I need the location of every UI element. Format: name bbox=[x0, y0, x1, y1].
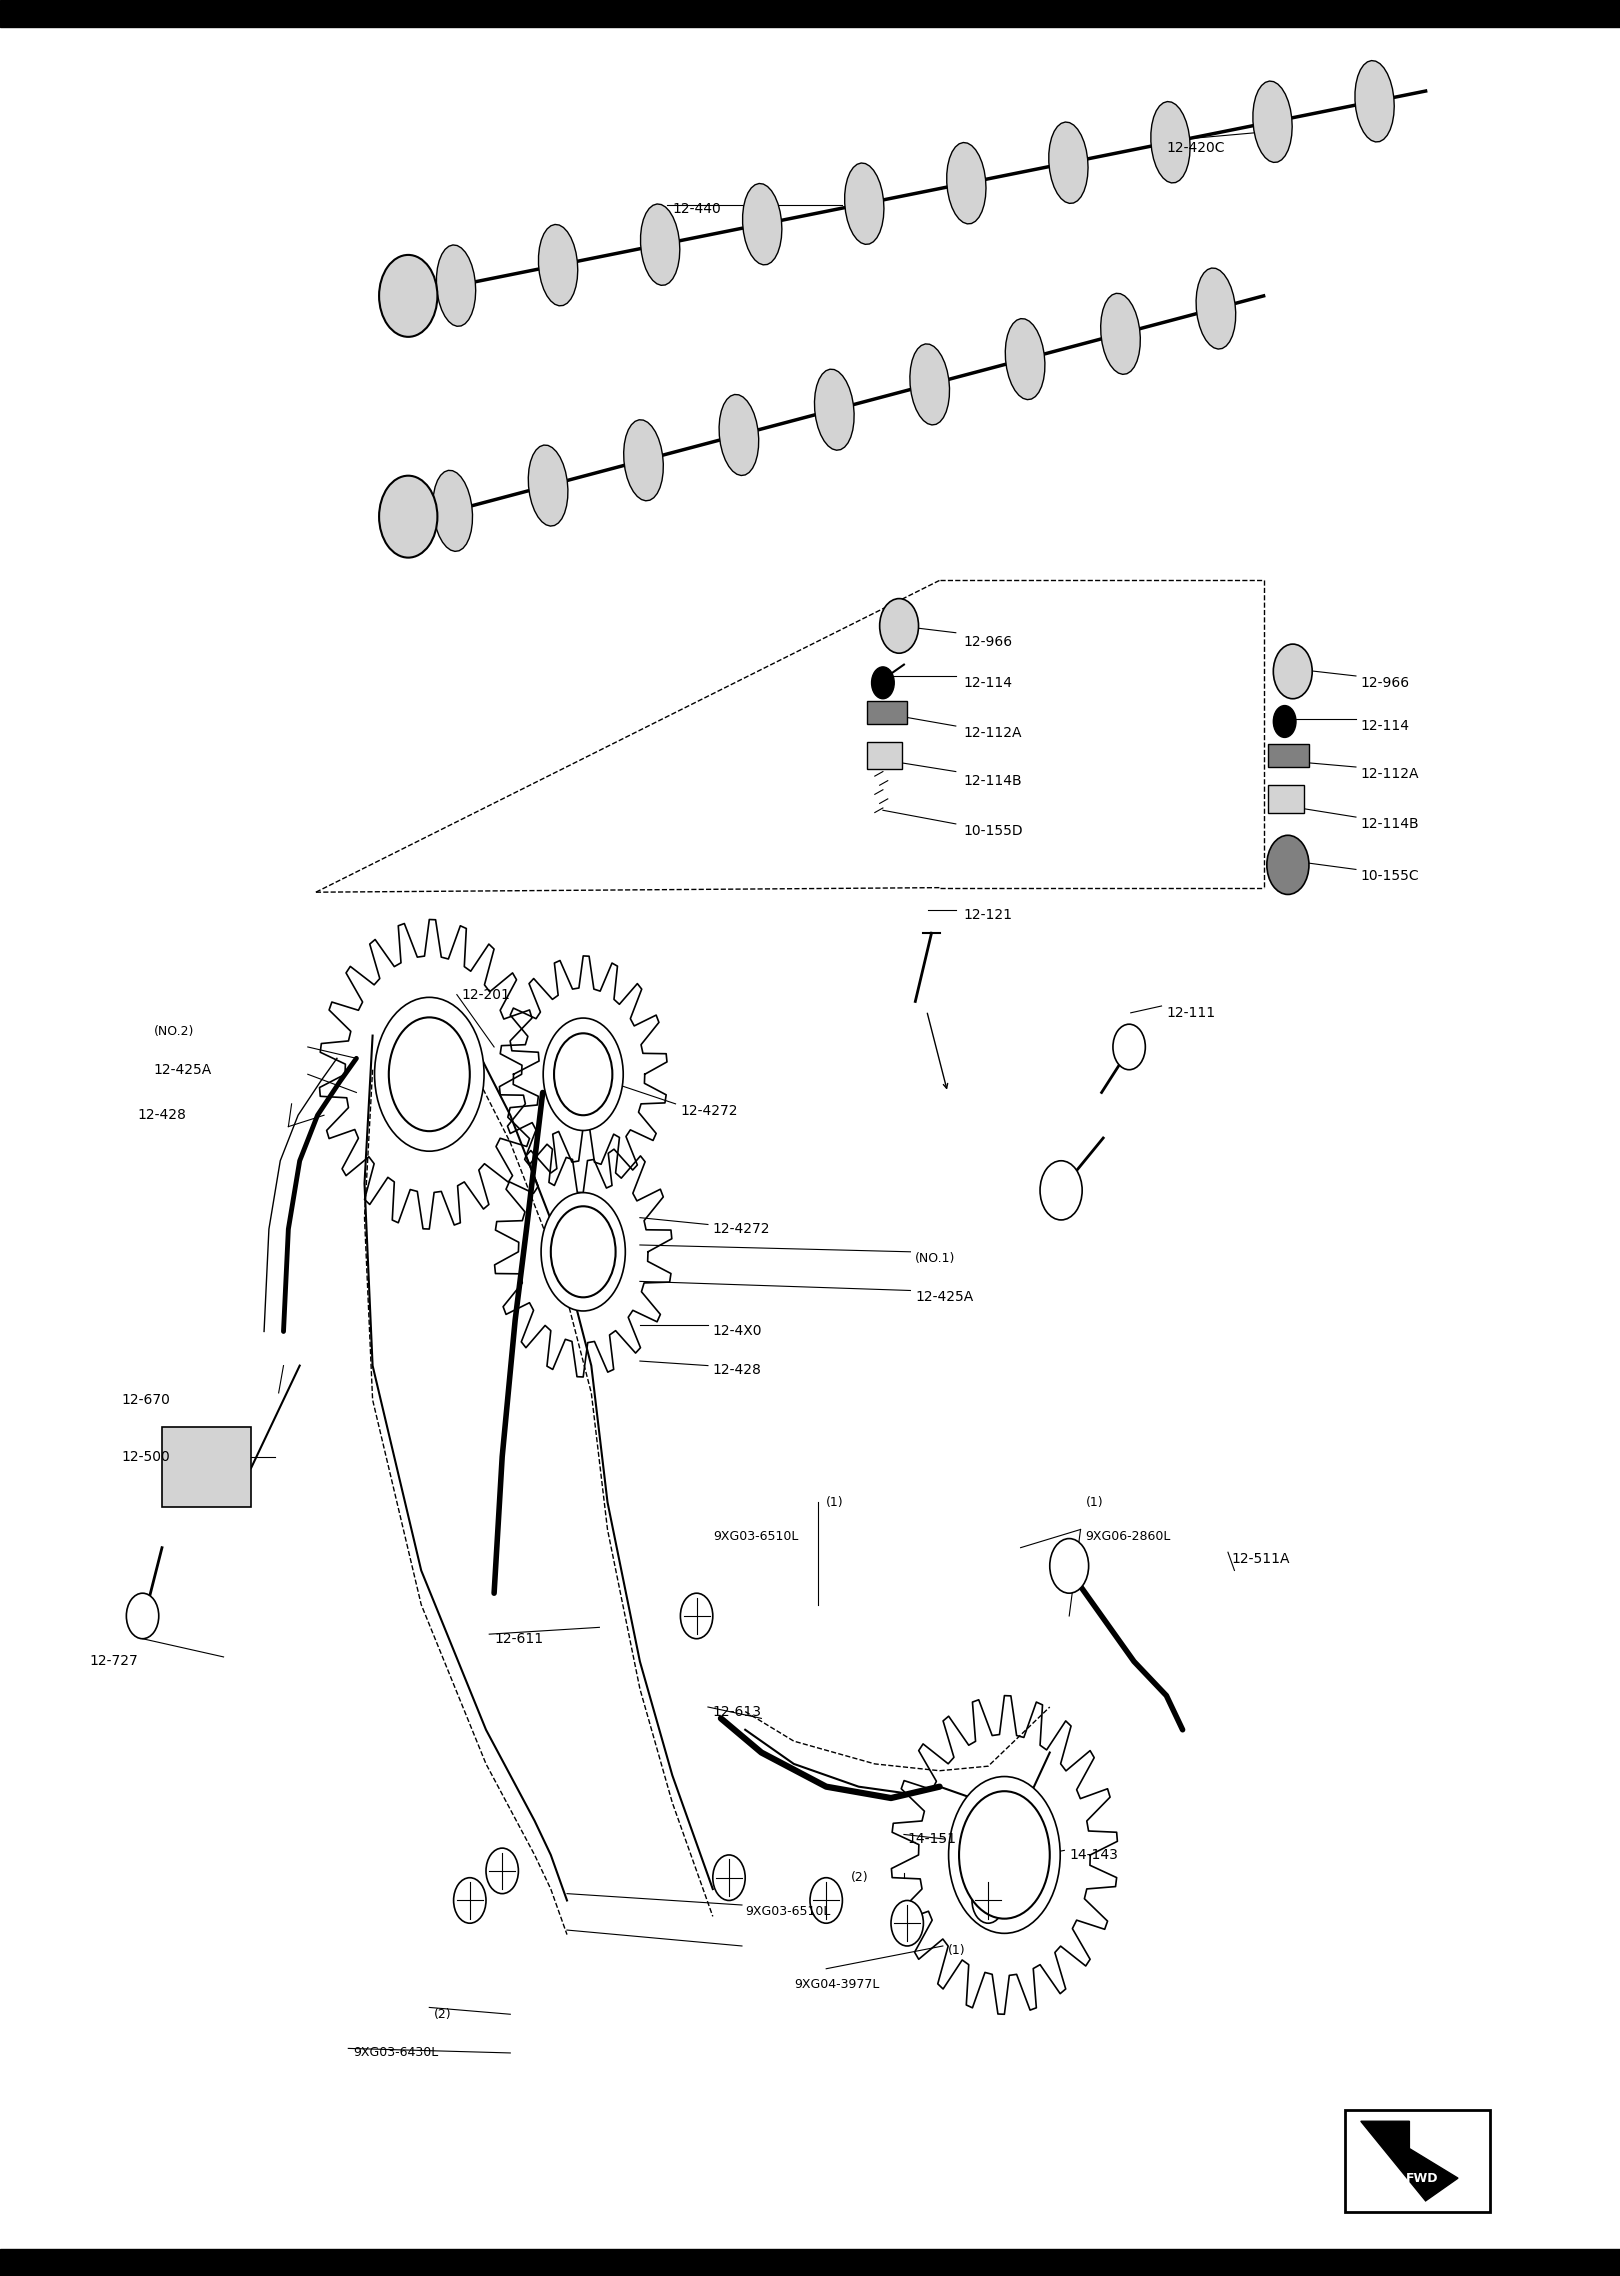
Polygon shape bbox=[1048, 123, 1089, 203]
Polygon shape bbox=[433, 471, 473, 551]
Circle shape bbox=[891, 1900, 923, 1946]
Text: 12-511A: 12-511A bbox=[1231, 1552, 1290, 1566]
Circle shape bbox=[541, 1193, 625, 1311]
Polygon shape bbox=[538, 225, 578, 305]
Circle shape bbox=[126, 1593, 159, 1639]
Circle shape bbox=[389, 1017, 470, 1131]
Circle shape bbox=[972, 1878, 1004, 1923]
Text: 12-201: 12-201 bbox=[462, 988, 510, 1001]
Text: 12-114B: 12-114B bbox=[964, 774, 1022, 787]
Text: (2): (2) bbox=[850, 1871, 868, 1885]
Polygon shape bbox=[910, 344, 949, 426]
Text: 12-613: 12-613 bbox=[713, 1705, 761, 1718]
Text: 12-425A: 12-425A bbox=[154, 1063, 212, 1077]
Bar bbox=[0, 0, 1620, 27]
Bar bbox=[1268, 744, 1309, 767]
Text: FWD: FWD bbox=[1406, 2171, 1439, 2185]
Text: 12-966: 12-966 bbox=[1361, 676, 1409, 690]
Text: 12-966: 12-966 bbox=[964, 635, 1012, 649]
Text: 12-420C: 12-420C bbox=[1166, 141, 1225, 155]
Text: 12-4272: 12-4272 bbox=[713, 1222, 769, 1236]
Bar bbox=[867, 701, 907, 724]
Text: 10-155D: 10-155D bbox=[964, 824, 1024, 838]
Circle shape bbox=[713, 1855, 745, 1900]
Circle shape bbox=[1050, 1539, 1089, 1593]
Circle shape bbox=[872, 667, 894, 699]
Polygon shape bbox=[1150, 102, 1191, 182]
Text: 12-428: 12-428 bbox=[138, 1108, 186, 1122]
Text: 12-114: 12-114 bbox=[964, 676, 1012, 690]
Circle shape bbox=[1040, 1161, 1082, 1220]
Circle shape bbox=[1113, 1024, 1145, 1070]
Text: (1): (1) bbox=[1085, 1495, 1103, 1509]
Circle shape bbox=[379, 476, 437, 558]
Text: 9XG06-2860L: 9XG06-2860L bbox=[1085, 1529, 1171, 1543]
Text: 14-151: 14-151 bbox=[907, 1832, 956, 1846]
Polygon shape bbox=[1252, 82, 1293, 162]
Bar bbox=[867, 742, 902, 769]
Circle shape bbox=[486, 1848, 518, 1894]
Text: (1): (1) bbox=[826, 1495, 844, 1509]
Polygon shape bbox=[1006, 319, 1045, 401]
Text: 12-112A: 12-112A bbox=[964, 726, 1022, 740]
Circle shape bbox=[880, 599, 919, 653]
Circle shape bbox=[379, 255, 437, 337]
Polygon shape bbox=[742, 184, 782, 264]
Text: 12-114: 12-114 bbox=[1361, 719, 1409, 733]
Polygon shape bbox=[640, 205, 680, 284]
Text: 14-143: 14-143 bbox=[1069, 1848, 1118, 1862]
Text: (2): (2) bbox=[434, 2007, 452, 2021]
Bar bbox=[1345, 2110, 1490, 2212]
Text: 12-121: 12-121 bbox=[964, 908, 1012, 922]
Text: 9XG03-6510L: 9XG03-6510L bbox=[713, 1529, 799, 1543]
Polygon shape bbox=[815, 369, 854, 451]
Text: (NO.1): (NO.1) bbox=[915, 1252, 956, 1265]
Text: 12-4X0: 12-4X0 bbox=[713, 1325, 763, 1338]
Text: 12-428: 12-428 bbox=[713, 1363, 761, 1377]
Text: 12-727: 12-727 bbox=[89, 1655, 138, 1668]
Polygon shape bbox=[1196, 269, 1236, 348]
FancyArrowPatch shape bbox=[927, 1013, 948, 1088]
Circle shape bbox=[551, 1206, 616, 1297]
Text: 12-111: 12-111 bbox=[1166, 1006, 1215, 1020]
Text: 12-670: 12-670 bbox=[122, 1393, 170, 1407]
Bar bbox=[1268, 785, 1304, 813]
Polygon shape bbox=[624, 419, 663, 501]
Text: (NO.2): (NO.2) bbox=[154, 1024, 194, 1038]
Text: 12-611: 12-611 bbox=[494, 1632, 543, 1646]
Text: 12-440: 12-440 bbox=[672, 203, 721, 216]
Polygon shape bbox=[844, 164, 885, 244]
Text: 12-4272: 12-4272 bbox=[680, 1104, 737, 1118]
Text: 12-114B: 12-114B bbox=[1361, 817, 1419, 831]
Polygon shape bbox=[946, 143, 987, 223]
Circle shape bbox=[554, 1033, 612, 1115]
Polygon shape bbox=[719, 394, 758, 476]
Circle shape bbox=[1273, 706, 1296, 737]
Circle shape bbox=[1267, 835, 1309, 894]
Text: 12-112A: 12-112A bbox=[1361, 767, 1419, 781]
Text: 12-500: 12-500 bbox=[122, 1450, 170, 1463]
Bar bbox=[162, 1427, 251, 1507]
Circle shape bbox=[374, 997, 484, 1152]
Polygon shape bbox=[1361, 2121, 1458, 2201]
Text: 9XG03-6510L: 9XG03-6510L bbox=[745, 1905, 831, 1919]
Polygon shape bbox=[436, 246, 476, 325]
Circle shape bbox=[454, 1878, 486, 1923]
Polygon shape bbox=[1354, 61, 1395, 141]
Text: 10-155C: 10-155C bbox=[1361, 869, 1419, 883]
Polygon shape bbox=[1100, 294, 1140, 373]
Circle shape bbox=[959, 1791, 1050, 1919]
Circle shape bbox=[810, 1878, 842, 1923]
Circle shape bbox=[949, 1778, 1059, 1932]
Polygon shape bbox=[528, 446, 569, 526]
Circle shape bbox=[680, 1593, 713, 1639]
Text: 9XG04-3977L: 9XG04-3977L bbox=[794, 1978, 880, 1992]
Circle shape bbox=[543, 1017, 624, 1131]
Bar bbox=[0, 2249, 1620, 2276]
Circle shape bbox=[1273, 644, 1312, 699]
Text: 9XG03-6430L: 9XG03-6430L bbox=[353, 2046, 439, 2060]
Text: 12-425A: 12-425A bbox=[915, 1290, 974, 1304]
Text: (1): (1) bbox=[948, 1944, 966, 1957]
